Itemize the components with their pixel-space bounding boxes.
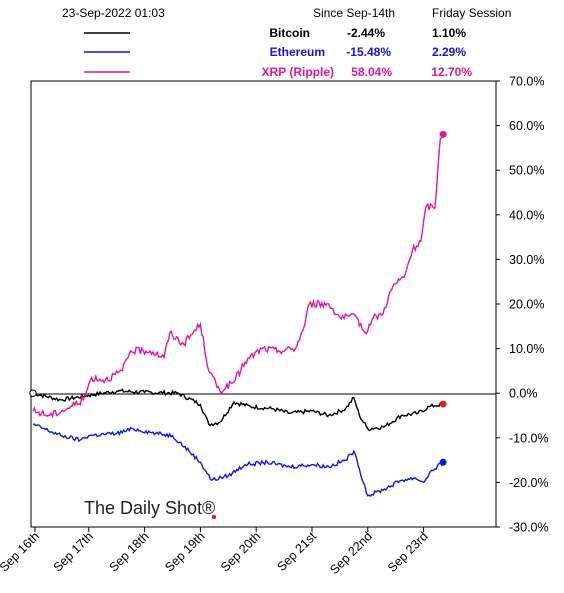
series-group (29, 130, 447, 498)
series-end-marker (439, 458, 447, 466)
x-tick-label: Sep 20th (218, 529, 263, 574)
x-tick-label: Sep 18th (106, 529, 151, 574)
legend-since-xrp: 58.04% (351, 65, 392, 79)
watermark-dot (211, 514, 217, 520)
series-line-xrp-ripple (32, 133, 444, 419)
since-column-header: Since Sep-14th (313, 6, 395, 20)
legend-name-bitcoin: Bitcoin (269, 26, 310, 40)
x-tick-label: Sep 19th (162, 529, 207, 574)
legend-session-xrp: 12.70% (431, 65, 472, 79)
legend-row-xrp: XRP (Ripple) 58.04% 12.70% (84, 65, 472, 79)
y-tick-label: 50.0% (509, 164, 544, 178)
series-line-ethereum (32, 423, 444, 498)
legend: Bitcoin -2.44% 1.10% Ethereum -15.48% 2.… (84, 26, 472, 79)
series-end-marker (439, 400, 447, 408)
legend-name-xrp: XRP (Ripple) (262, 65, 334, 79)
y-tick-label: -20.0% (509, 476, 549, 490)
series-end-marker (439, 130, 447, 138)
legend-session-bitcoin: 1.10% (432, 26, 466, 40)
x-tick-label: Sep 17th (51, 529, 96, 574)
watermark-logo: The Daily Shot® (84, 498, 215, 518)
x-tick-label: Sep 22nd (327, 529, 375, 577)
y-tick-label: 40.0% (509, 208, 544, 222)
y-tick-label: 60.0% (509, 119, 544, 133)
x-tick-label: Sep 16th (0, 529, 42, 574)
y-tick-label: 30.0% (509, 253, 544, 267)
y-tick-label: -10.0% (509, 431, 549, 445)
x-axis: Sep 16th Sep 17th Sep 18th Sep 19th Sep 20th… (0, 527, 431, 577)
legend-session-ethereum: 2.29% (432, 45, 466, 59)
legend-row-ethereum: Ethereum -15.48% 2.29% (84, 45, 466, 59)
legend-name-ethereum: Ethereum (270, 45, 325, 59)
y-tick-label: 20.0% (509, 298, 544, 312)
y-tick-label: 70.0% (509, 75, 544, 89)
x-tick-label: Sep 23rd (385, 529, 431, 575)
legend-since-ethereum: -15.48% (346, 45, 391, 59)
plot-area (30, 80, 497, 528)
y-tick-label: 10.0% (509, 342, 544, 356)
x-tick-label: Sep 21st (274, 529, 319, 574)
series-line-bitcoin (32, 388, 444, 432)
legend-since-bitcoin: -2.44% (347, 26, 385, 40)
timestamp: 23-Sep-2022 01:03 (62, 6, 165, 20)
y-tick-label: -30.0% (509, 521, 549, 535)
legend-row-bitcoin: Bitcoin -2.44% 1.10% (84, 26, 466, 40)
origin-marker (29, 389, 37, 397)
session-column-header: Friday Session (432, 6, 511, 20)
y-axis: 70.0% 60.0% 50.0% 40.0% 30.0% 20.0% 10.0% 0.0% -… (496, 75, 549, 535)
y-tick-label: 0.0% (509, 387, 538, 401)
